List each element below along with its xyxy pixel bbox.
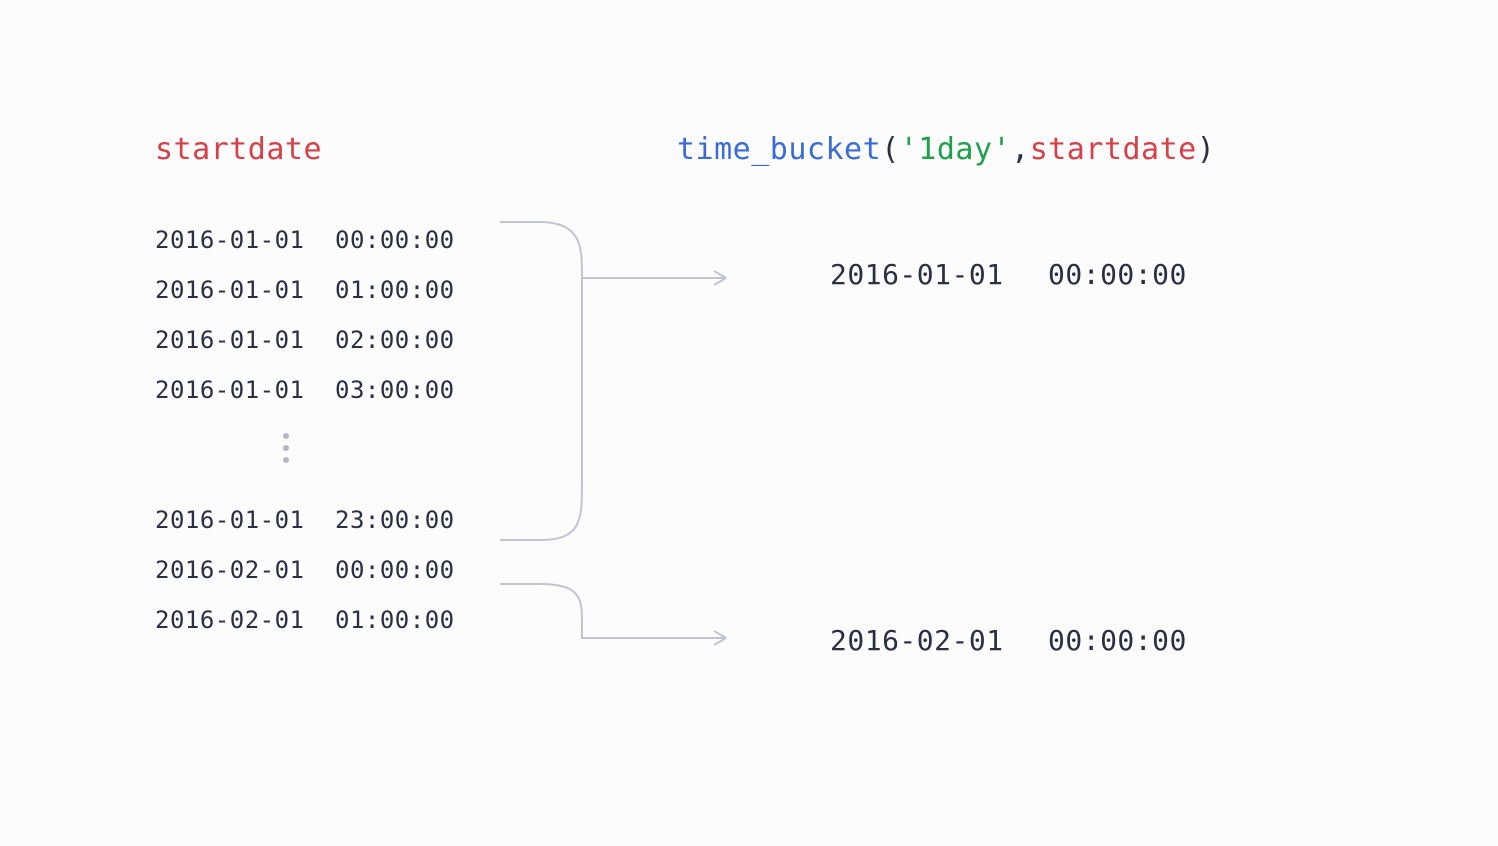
list-item: 2016-01-0101:00:00: [155, 265, 455, 315]
list-item: 2016-01-0102:00:00: [155, 315, 455, 365]
list-item: 2016-02-0100:00:00: [155, 545, 455, 595]
right-column-heading: time_bucket('1day',startdate): [677, 132, 1215, 167]
function-name: time_bucket: [677, 132, 881, 167]
comma: ,: [1011, 132, 1030, 167]
list-item: 2016-02-0101:00:00: [155, 595, 455, 645]
input-list: 2016-01-0100:00:00 2016-01-0101:00:00 20…: [155, 215, 455, 645]
list-item: 2016-01-0100:00:00: [155, 215, 455, 265]
arg-literal: '1day': [900, 132, 1011, 167]
close-paren: ): [1197, 132, 1216, 167]
diagram-canvas: startdate time_bucket('1day',startdate) …: [0, 0, 1498, 846]
output-item: 2016-02-0100:00:00: [830, 624, 1187, 657]
open-paren: (: [881, 132, 900, 167]
arg-identifier: startdate: [1030, 132, 1197, 167]
ellipsis-icon: [283, 433, 289, 463]
list-item: 2016-01-0123:00:00: [155, 495, 455, 545]
list-ellipsis: [155, 415, 455, 495]
list-item: 2016-01-0103:00:00: [155, 365, 455, 415]
output-item: 2016-01-0100:00:00: [830, 258, 1187, 291]
left-column-heading: startdate: [155, 132, 322, 167]
